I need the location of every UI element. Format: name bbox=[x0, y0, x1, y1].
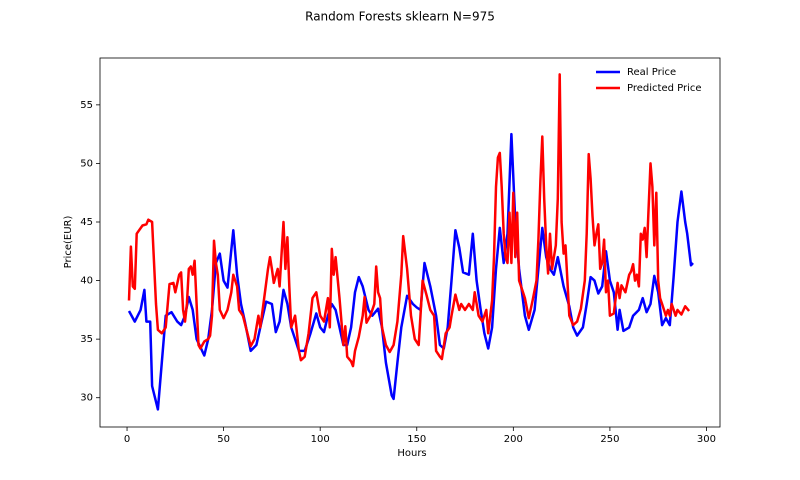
plot-frame bbox=[99, 57, 721, 428]
x-tick-label: 150 bbox=[407, 434, 426, 445]
y-tick-label: 30 bbox=[80, 393, 93, 404]
y-tick-label: 45 bbox=[80, 217, 93, 228]
x-tick-label: 300 bbox=[697, 434, 716, 445]
x-tick-label: 200 bbox=[504, 434, 523, 445]
legend-label: Predicted Price bbox=[627, 83, 702, 94]
x-axis-label: Hours bbox=[397, 448, 426, 459]
y-tick-label: 40 bbox=[80, 276, 93, 287]
x-tick-label: 50 bbox=[217, 434, 230, 445]
x-tick-label: 0 bbox=[124, 434, 130, 445]
x-tick-label: 100 bbox=[311, 434, 330, 445]
x-tick-label: 250 bbox=[600, 434, 619, 445]
legend-label: Real Price bbox=[627, 67, 676, 78]
chart-title: Random Forests sklearn N=975 bbox=[305, 10, 495, 24]
data-line bbox=[127, 73, 691, 368]
y-axis-label: Price(EUR) bbox=[63, 216, 74, 269]
y-tick-label: 50 bbox=[80, 158, 93, 169]
y-tick-label: 35 bbox=[80, 334, 93, 345]
y-tick-label: 55 bbox=[80, 100, 93, 111]
